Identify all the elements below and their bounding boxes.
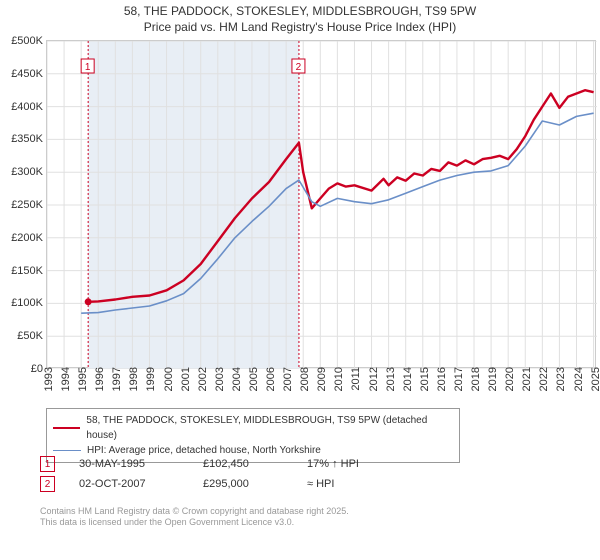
x-axis-tick: 2020 [504, 367, 516, 391]
x-axis-tick: 2022 [538, 367, 550, 391]
y-axis-tick: £350K [11, 133, 47, 145]
sale-note: 17% ↑ HPI [307, 458, 359, 470]
x-axis-tick: 2014 [402, 367, 414, 391]
x-axis-tick: 2017 [453, 367, 465, 391]
legend-swatch [53, 450, 81, 451]
footnote-line-2: This data is licensed under the Open Gov… [40, 517, 349, 528]
x-axis-tick: 2018 [470, 367, 482, 391]
chart-container: { "title_line1": "58, THE PADDOCK, STOKE… [0, 0, 600, 560]
y-axis-tick: £150K [11, 265, 47, 277]
plot-svg: 12 [47, 41, 597, 369]
x-axis-tick: 2011 [350, 367, 362, 391]
sale-note: ≈ HPI [307, 478, 334, 490]
x-axis-tick: 2008 [299, 367, 311, 391]
x-axis-tick: 2012 [368, 367, 380, 391]
footnote: Contains HM Land Registry data © Crown c… [40, 506, 349, 528]
x-axis-tick: 2023 [555, 367, 567, 391]
legend-label: 58, THE PADDOCK, STOKESLEY, MIDDLESBROUG… [86, 413, 453, 443]
x-axis-tick: 2024 [573, 367, 585, 391]
y-axis-tick: £100K [11, 297, 47, 309]
x-axis-tick: 2013 [385, 367, 397, 391]
sale-marker-box: 1 [40, 456, 55, 472]
x-axis-tick: 2019 [487, 367, 499, 391]
x-axis-tick: 2025 [590, 367, 600, 391]
x-axis-tick: 2010 [333, 367, 345, 391]
x-axis-tick: 2002 [197, 367, 209, 391]
x-axis-tick: 1996 [94, 367, 106, 391]
title-line-1: 58, THE PADDOCK, STOKESLEY, MIDDLESBROUG… [0, 4, 600, 20]
x-axis-tick: 2016 [436, 367, 448, 391]
plot-area: 12 £0£50K£100K£150K£200K£250K£300K£350K£… [46, 40, 596, 368]
sale-row: 2 02-OCT-2007 £295,000 ≈ HPI [40, 476, 359, 492]
x-axis-tick: 2007 [282, 367, 294, 391]
x-axis-tick: 1997 [111, 367, 123, 391]
y-axis-tick: £400K [11, 101, 47, 113]
y-axis-tick: £300K [11, 166, 47, 178]
x-axis-tick: 2006 [265, 367, 277, 391]
x-axis-tick: 1999 [145, 367, 157, 391]
sale-price: £102,450 [203, 458, 283, 470]
footnote-line-1: Contains HM Land Registry data © Crown c… [40, 506, 349, 517]
x-axis-tick: 2005 [248, 367, 260, 391]
sale-date: 30-MAY-1995 [79, 458, 179, 470]
legend-row: 58, THE PADDOCK, STOKESLEY, MIDDLESBROUG… [53, 413, 453, 443]
y-axis-tick: £450K [11, 68, 47, 80]
title-line-2: Price paid vs. HM Land Registry's House … [0, 20, 600, 36]
sale-price: £295,000 [203, 478, 283, 490]
x-axis-tick: 2003 [214, 367, 226, 391]
sale-marker-box: 2 [40, 476, 55, 492]
x-axis-tick: 2001 [180, 367, 192, 391]
svg-text:1: 1 [85, 62, 91, 73]
x-axis-tick: 1998 [128, 367, 140, 391]
x-axis-tick: 1995 [77, 367, 89, 391]
sale-row: 1 30-MAY-1995 £102,450 17% ↑ HPI [40, 456, 359, 472]
legend-swatch [53, 427, 80, 429]
y-axis-tick: £50K [17, 330, 47, 342]
x-axis-tick: 2004 [231, 367, 243, 391]
x-axis-tick: 1993 [43, 367, 55, 391]
y-axis-tick: £250K [11, 199, 47, 211]
chart-title: 58, THE PADDOCK, STOKESLEY, MIDDLESBROUG… [0, 0, 600, 35]
x-axis-tick: 1994 [60, 367, 72, 391]
x-axis-tick: 2021 [521, 367, 533, 391]
y-axis-tick: £500K [11, 35, 47, 47]
x-axis-tick: 2009 [316, 367, 328, 391]
svg-text:2: 2 [296, 62, 302, 73]
sale-date: 02-OCT-2007 [79, 478, 179, 490]
legend: 58, THE PADDOCK, STOKESLEY, MIDDLESBROUG… [46, 408, 460, 463]
x-axis-tick: 2000 [163, 367, 175, 391]
y-axis-tick: £200K [11, 232, 47, 244]
x-axis-tick: 2015 [419, 367, 431, 391]
sales-table: 1 30-MAY-1995 £102,450 17% ↑ HPI 2 02-OCT-200… [40, 456, 359, 496]
